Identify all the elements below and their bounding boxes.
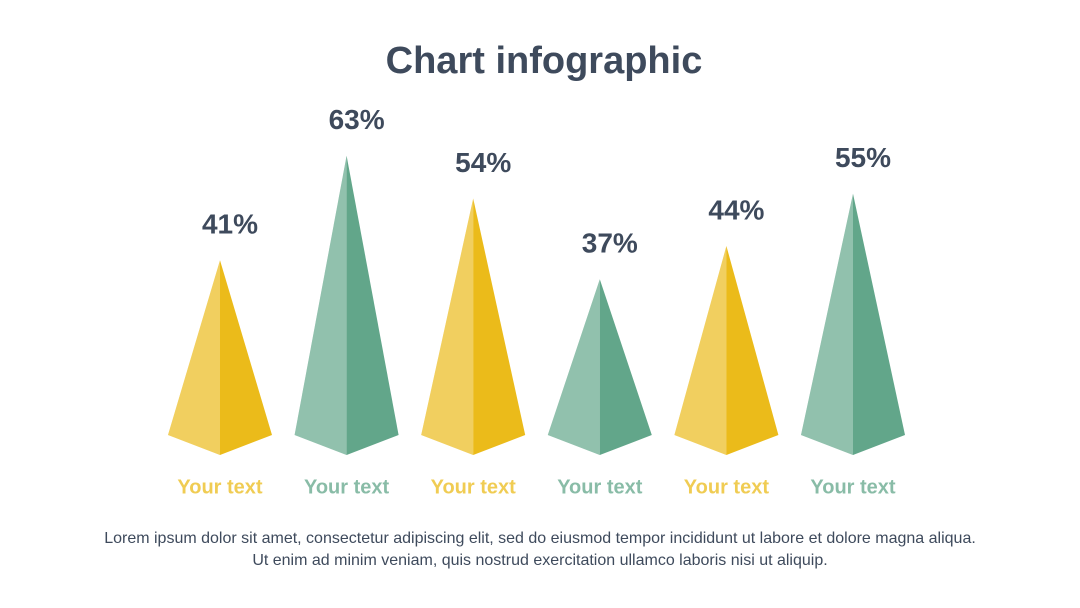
- value-label: 37%: [582, 228, 638, 259]
- pyramid: [421, 198, 526, 455]
- value-label: 63%: [329, 104, 385, 135]
- category-label: Your text: [431, 476, 517, 498]
- value-label: 44%: [708, 194, 764, 225]
- pyramid-left-face: [674, 246, 727, 455]
- pyramid: [547, 279, 652, 455]
- pyramid: [168, 260, 272, 455]
- pyramid-left-shade: [168, 260, 220, 455]
- category-label: Your text: [304, 476, 390, 498]
- pyramid-right-face: [599, 279, 652, 455]
- pyramid-right-face: [346, 155, 399, 455]
- category-label: Your text: [177, 476, 263, 498]
- pyramid-right-face: [473, 198, 526, 455]
- pyramid-left-shade: [294, 155, 347, 455]
- category-label: Your text: [684, 476, 770, 498]
- pyramid: [674, 246, 779, 455]
- value-label: 54%: [455, 147, 511, 178]
- pyramid-right-face: [726, 246, 779, 455]
- pyramid-left-shade: [674, 246, 727, 455]
- pyramid-left-face: [801, 193, 853, 455]
- pyramid: [801, 193, 905, 455]
- pyramid: [294, 155, 399, 455]
- pyramid-left-shade: [547, 279, 600, 455]
- pyramid-left-face: [168, 260, 220, 455]
- pyramid-right-face: [220, 260, 272, 455]
- pyramid-left-shade: [421, 198, 474, 455]
- category-label: Your text: [810, 476, 896, 498]
- value-label: 55%: [835, 142, 891, 173]
- value-label: 41%: [202, 209, 258, 240]
- pyramid-left-face: [421, 198, 474, 455]
- chart-title: Chart infographic: [386, 40, 703, 82]
- pyramid-left-face: [547, 279, 600, 455]
- pyramid-right-face: [853, 193, 905, 455]
- pyramid-left-face: [294, 155, 347, 455]
- pyramid-left-shade: [801, 193, 853, 455]
- chart: Chart infographic 41% Your text 63% Your te…: [168, 40, 905, 498]
- category-label: Your text: [557, 476, 643, 498]
- caption: Lorem ipsum dolor sit amet, consectetur …: [104, 530, 976, 569]
